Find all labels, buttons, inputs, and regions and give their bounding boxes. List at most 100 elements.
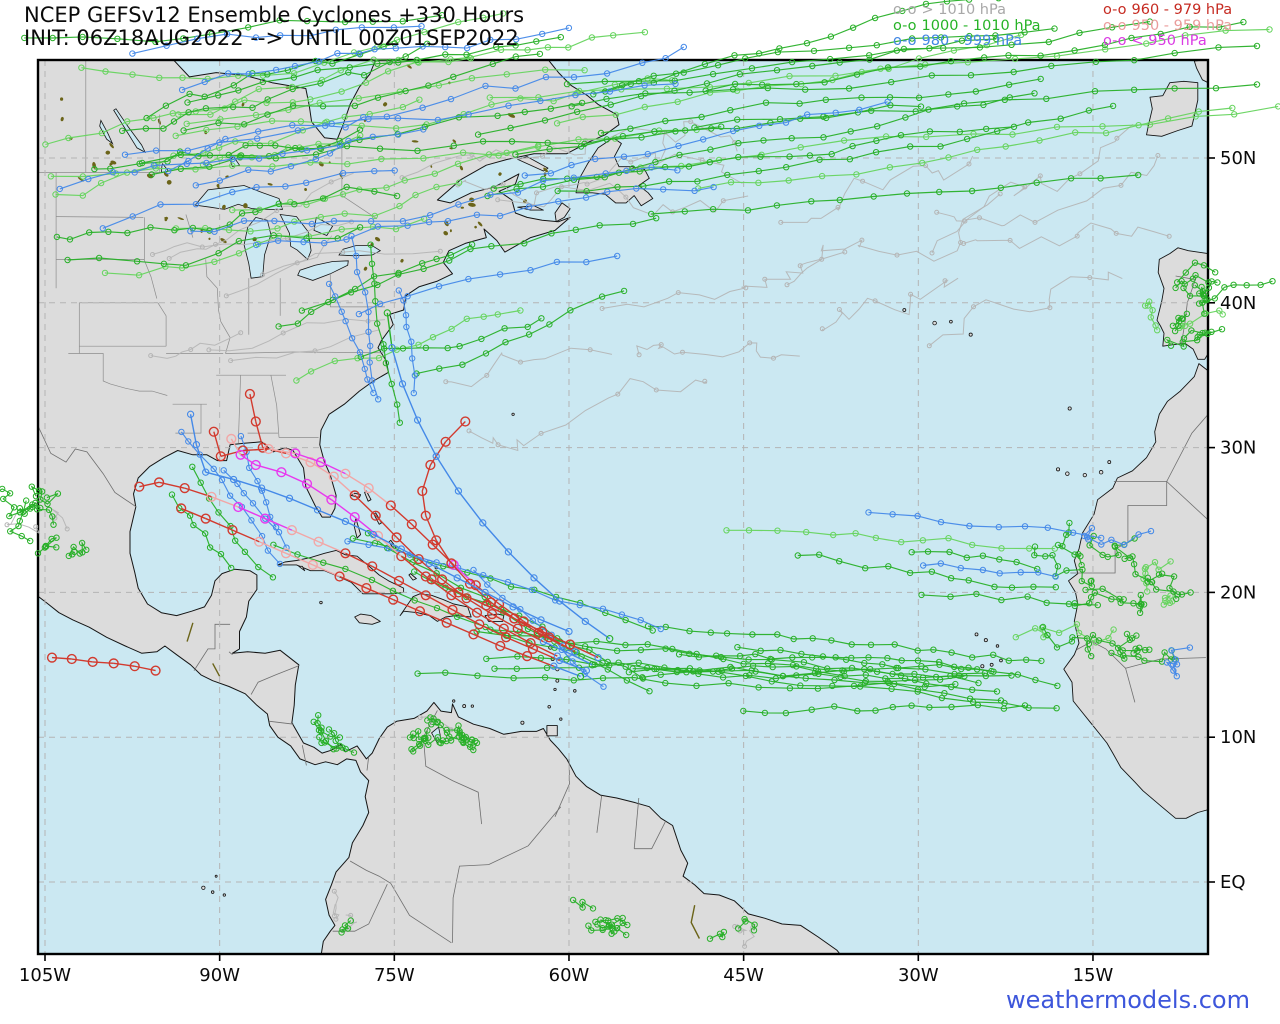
cyclone-track-green — [1180, 327, 1215, 342]
cyclone-track-lightgreen — [172, 179, 463, 235]
inland-lake-blob — [477, 221, 483, 227]
cyclone-track-blue — [56, 142, 343, 193]
cyclone-track-green — [908, 548, 1041, 573]
lon-tick-label: 45W — [723, 965, 764, 986]
cyclone-track-green — [594, 914, 626, 932]
inland-lake-blob — [443, 231, 449, 236]
inland-lake-blob — [383, 102, 388, 107]
small-island — [462, 704, 467, 708]
country-border — [488, 806, 562, 865]
cyclone-track-gray — [961, 222, 1172, 250]
inland-lake-blob — [459, 165, 464, 171]
country-border — [1166, 414, 1208, 482]
cyclone-track-green — [568, 42, 1261, 110]
country-border — [349, 860, 392, 884]
cyclone-track-green — [53, 183, 401, 243]
axis-labels: 105W 90W 75W 60W 45W 30W 15W 50N 40N 30N 20N 10N EQ — [19, 148, 1256, 986]
small-island — [573, 689, 577, 693]
cyclone-track-green — [1169, 310, 1191, 335]
country-border — [1125, 668, 1136, 703]
cyclone-track-blue — [348, 232, 382, 403]
country-border — [269, 720, 294, 725]
cyclone-track-gray — [223, 235, 333, 299]
cyclone-track-green — [706, 928, 728, 942]
small-island — [547, 705, 551, 709]
cyclone-track-gray — [599, 249, 848, 311]
tracks-layer — [0, 0, 1280, 949]
inland-lake-blob — [105, 150, 111, 155]
small-island — [980, 664, 985, 669]
state-border — [237, 375, 241, 444]
lat-tick-label: 50N — [1220, 148, 1256, 169]
cyclone-track-lightgreen — [723, 527, 1059, 552]
small-island — [1082, 473, 1087, 478]
cyclone-track-green — [406, 728, 432, 743]
inland-lake-blob — [163, 171, 169, 177]
inland-lake-blob — [375, 236, 381, 242]
river — [212, 663, 221, 677]
cyclone-track-green — [1054, 519, 1085, 569]
inland-lake-blob — [363, 266, 368, 271]
cyclone-track-green — [316, 734, 358, 756]
cyclone-track-ensemble-member — [383, 309, 614, 643]
cyclone-track-blue — [192, 126, 427, 189]
cyclone-track-ensemble-member — [186, 410, 573, 636]
river — [690, 905, 701, 939]
inland-lake-blob — [241, 102, 245, 107]
lat-tick-label: EQ — [1220, 872, 1246, 893]
cyclone-track-green — [21, 12, 446, 45]
lake — [194, 185, 284, 210]
lon-tick-label: 75W — [374, 965, 415, 986]
cyclone-track-green — [16, 501, 57, 528]
small-island — [1065, 471, 1070, 476]
small-island — [520, 720, 525, 725]
inland-lake-blob — [60, 116, 64, 122]
cyclone-track-blue — [187, 164, 681, 235]
cyclone-track-blue — [865, 509, 1105, 542]
cyclone-track-green — [563, 18, 1154, 88]
cyclone-track-green — [184, 34, 564, 106]
cyclone-track-gray — [166, 172, 354, 261]
small-island — [1098, 470, 1104, 475]
cyclone-track-green — [28, 483, 62, 508]
state-border — [225, 351, 294, 354]
small-island — [949, 319, 953, 324]
cyclone-track-gray — [926, 271, 1123, 349]
cyclone-track-green — [34, 534, 60, 557]
small-island — [995, 644, 1000, 648]
lat-tick-label: 30N — [1220, 438, 1256, 459]
landmass-island — [298, 565, 306, 572]
state-border — [143, 259, 158, 299]
inland-lake-blob — [400, 258, 404, 263]
cyclone-track-gray — [332, 904, 340, 922]
country-border — [596, 795, 602, 833]
inland-lake-blob — [166, 179, 172, 185]
small-island — [1107, 460, 1112, 464]
cyclone-track-lightgreen — [695, 104, 1236, 192]
country-border — [301, 745, 307, 766]
country-border — [366, 756, 370, 771]
cyclone-track-blue — [220, 467, 290, 551]
lat-tick-label: 10N — [1220, 727, 1256, 748]
cyclone-track-green — [139, 99, 586, 167]
state-border — [68, 353, 168, 396]
cyclone-track-blue — [344, 538, 664, 633]
cyclone-track-gray — [466, 378, 708, 452]
inland-lake-blob — [222, 204, 226, 210]
cyclone-track-green — [691, 81, 1261, 131]
cyclone-track-green — [702, 18, 1247, 94]
small-island — [210, 890, 215, 894]
landmass-island — [408, 573, 417, 581]
country-border — [250, 665, 300, 695]
small-island — [974, 632, 979, 637]
cyclone-track-green — [590, 25, 1058, 98]
lat-tick-label: 20N — [1220, 582, 1256, 603]
country-border — [38, 425, 137, 508]
small-island — [319, 600, 323, 605]
cyclone-track-green — [602, 0, 1002, 95]
inland-lake-blob — [208, 237, 211, 240]
cyclone-track-green — [625, 665, 968, 685]
lake — [313, 216, 334, 236]
cyclone-track-green — [119, 40, 431, 135]
